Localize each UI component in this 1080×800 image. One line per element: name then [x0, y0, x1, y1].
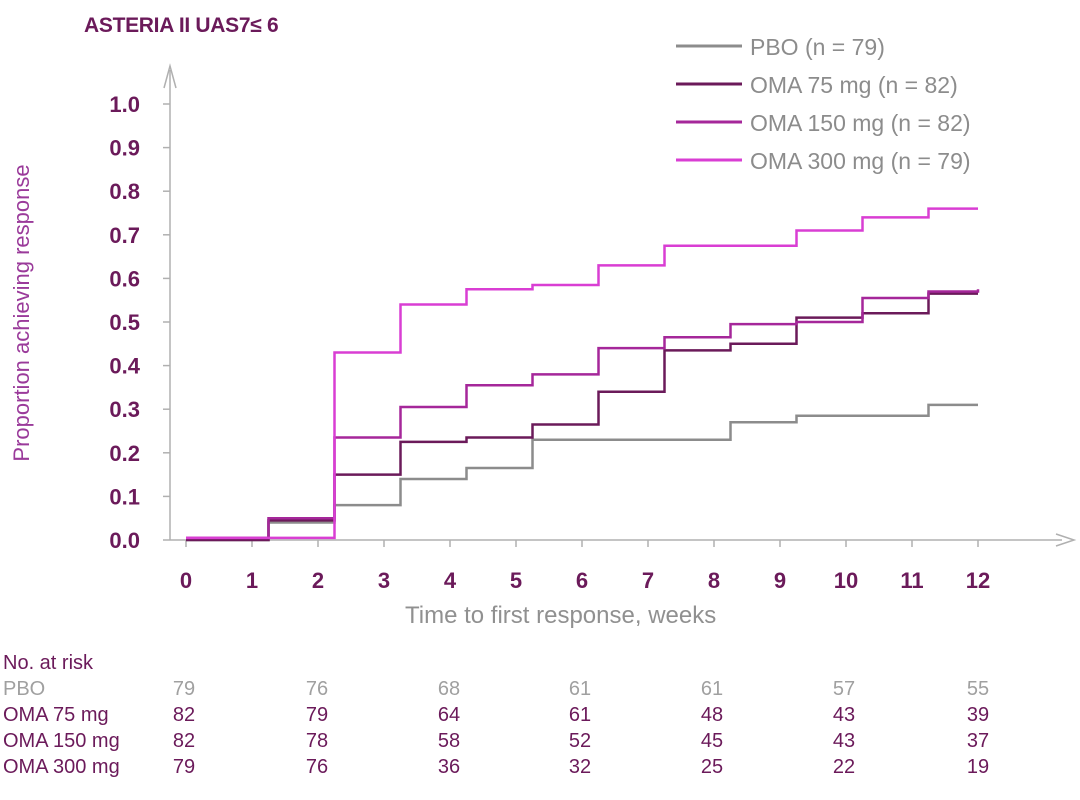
risk-value: 43: [832, 704, 856, 726]
risk-value: 58: [437, 730, 461, 752]
risk-value: 79: [172, 756, 196, 778]
x-tick-label: 12: [966, 568, 990, 593]
y-tick-label: 1.0: [109, 92, 140, 117]
risk-value: 64: [437, 704, 461, 726]
risk-row: OMA 300 mg 79 76 36 32 25 22 19: [0, 756, 1080, 782]
x-tick-label: 7: [642, 568, 654, 593]
risk-value: 36: [437, 756, 461, 778]
risk-value: 68: [437, 678, 461, 700]
risk-value: 25: [700, 756, 724, 778]
x-tick-label: 1: [246, 568, 258, 593]
risk-value: 19: [966, 756, 990, 778]
risk-value: 37: [966, 730, 990, 752]
risk-row-label: OMA 150 mg: [3, 730, 120, 752]
risk-value: 61: [700, 678, 724, 700]
risk-value: 22: [832, 756, 856, 778]
x-tick-label: 0: [180, 568, 192, 593]
risk-value: 79: [172, 678, 196, 700]
x-tick-label: 10: [834, 568, 858, 593]
x-tick-label: 3: [378, 568, 390, 593]
risk-value: 45: [700, 730, 724, 752]
x-tick-label: 6: [576, 568, 588, 593]
risk-value: 76: [305, 678, 329, 700]
legend-label-2: OMA 150 mg (n = 82): [750, 110, 971, 136]
risk-row: PBO 79 76 68 61 61 57 55: [0, 678, 1080, 704]
series-line-2: [186, 289, 980, 540]
risk-value: 32: [568, 756, 592, 778]
risk-row-label: PBO: [3, 678, 46, 700]
x-tick-label: 9: [774, 568, 786, 593]
risk-value: 39: [966, 704, 990, 726]
risk-row: OMA 150 mg 82 78 58 52 45 43 37: [0, 730, 1080, 756]
legend-label-0: PBO (n = 79): [750, 34, 885, 60]
y-tick-label: 0.8: [109, 179, 140, 204]
risk-value: 48: [700, 704, 724, 726]
y-tick-label: 0.1: [109, 484, 140, 509]
risk-value: 82: [172, 704, 196, 726]
risk-row-label: OMA 300 mg: [3, 756, 120, 778]
legend-label-1: OMA 75 mg (n = 82): [750, 72, 958, 98]
risk-row: OMA 75 mg 82 79 64 61 48 43 39: [0, 704, 1080, 730]
risk-table-header: No. at risk: [3, 652, 94, 674]
y-tick-label: 0.5: [109, 310, 140, 335]
risk-value: 57: [832, 678, 856, 700]
y-tick-label: 0.0: [109, 528, 140, 553]
y-axis-arrow: [163, 63, 177, 89]
x-tick-label: 2: [312, 568, 324, 593]
legend-label-3: OMA 300 mg (n = 79): [750, 148, 971, 174]
y-tick-label: 0.2: [109, 441, 140, 466]
y-tick-label: 0.7: [109, 223, 140, 248]
km-chart: 0.00.10.20.30.40.50.60.70.80.91.00 1 2 3 4 5 6…: [109, 34, 1077, 593]
y-tick-label: 0.4: [109, 354, 140, 379]
x-tick-label: 5: [510, 568, 522, 593]
y-tick-label: 0.6: [109, 266, 140, 291]
risk-value: 82: [172, 730, 196, 752]
risk-value: 43: [832, 730, 856, 752]
x-tick-label: 4: [444, 568, 457, 593]
risk-value: 78: [305, 730, 329, 752]
risk-row-label: OMA 75 mg: [3, 704, 109, 726]
x-axis-arrow: [1055, 533, 1077, 547]
series-line-0: [186, 403, 978, 542]
y-tick-label: 0.9: [109, 136, 140, 161]
x-tick-label: 11: [900, 568, 923, 593]
x-tick-label: 8: [708, 568, 720, 593]
risk-value: 55: [966, 678, 990, 700]
risk-value: 61: [568, 678, 592, 700]
risk-value: 61: [568, 704, 592, 726]
risk-value: 76: [305, 756, 329, 778]
y-axis-label: Proportion achieving response: [9, 164, 34, 462]
y-tick-label: 0.3: [109, 397, 140, 422]
series-line-3: [186, 207, 978, 540]
x-axis-label: Time to first response, weeks: [405, 602, 717, 629]
chart-title: ASTERIA II UAS7≤ 6: [84, 14, 279, 37]
risk-value: 79: [305, 704, 329, 726]
risk-value: 52: [568, 730, 592, 752]
